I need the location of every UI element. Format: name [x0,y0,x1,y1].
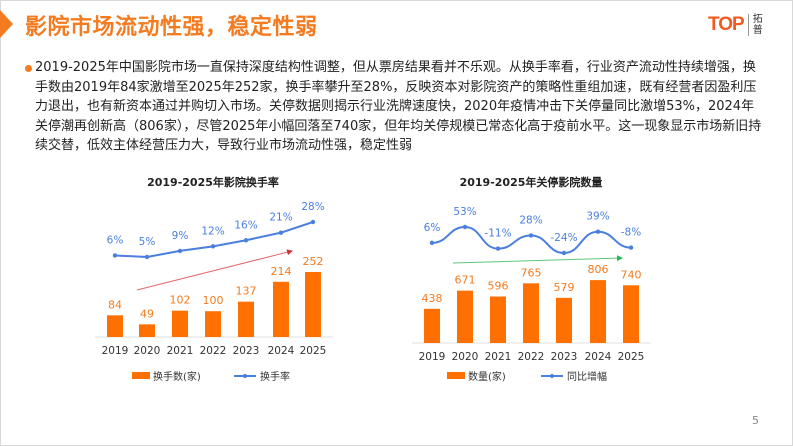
line-label: 9% [172,230,189,242]
line-label: 53% [453,206,476,218]
bar-label: 765 [521,266,542,279]
bar-label: 438 [422,292,443,305]
line-point [210,244,216,249]
bar-label: 252 [303,255,324,268]
line-label: 12% [201,225,224,237]
trend-arrow [452,255,623,264]
x-tick-label: 2023 [551,351,578,363]
line-label: -24% [550,232,577,244]
logo-cn: 拓普 [752,14,763,36]
line-point [595,229,601,234]
summary-paragraph: 2019-2025年中国影院市场一直保持深度结构性调整，但从票房结果看并不乐观。… [35,60,762,154]
line-label: 6% [107,234,124,246]
bar-label: 740 [621,268,642,281]
legend-bar-label: 数量(家) [468,370,506,383]
line-label: -11% [484,228,511,240]
legend-bar-swatch [447,372,465,379]
trend-arrow [136,249,293,291]
bar [623,285,639,343]
bar [523,283,539,343]
bar-label: 84 [108,298,122,311]
bar [107,315,123,337]
title-marker-icon [0,10,13,38]
legend-line-marker [550,374,554,378]
line-point [310,219,316,225]
line-label: 39% [586,211,609,223]
bar [305,271,321,337]
chart-title: 2019-2025年关停影院数量 [460,175,603,189]
line-point [429,240,435,246]
line-label: 21% [269,212,292,224]
bar [139,324,155,337]
bar-label: 596 [488,280,509,293]
bar-label: 100 [203,294,224,307]
logo-text: TOP [708,14,745,35]
legend-line-label: 换手率 [260,370,290,383]
line-label: 28% [301,201,324,213]
line-label: 28% [519,214,542,226]
bar-label: 137 [236,285,257,298]
line-point [628,245,634,250]
x-tick-label: 2021 [167,345,194,357]
line-label: 16% [234,219,257,231]
x-tick-label: 2019 [102,345,129,357]
bar [556,297,572,343]
bullet-icon [25,65,32,72]
x-tick-label: 2022 [200,345,227,357]
logo: TOP 拓普 [708,14,764,36]
x-tick-label: 2020 [452,351,479,363]
x-tick-label: 2022 [518,351,545,363]
line-point [177,248,183,254]
line-point [495,246,501,251]
line-point [243,238,249,243]
bar-label: 671 [455,274,476,287]
bar [490,296,506,343]
page-number: 5 [752,414,759,427]
bar-label: 579 [554,281,575,294]
line-label: 5% [139,236,156,248]
legend-bar-swatch [132,372,150,379]
x-tick-label: 2021 [485,351,512,363]
chart-title: 2019-2025年影院换手率 [147,175,279,189]
line-point [112,253,118,258]
x-tick-label: 2025 [618,351,645,363]
x-tick-label: 2019 [419,351,446,363]
bar [424,308,440,343]
x-tick-label: 2020 [134,345,161,357]
x-tick-label: 2024 [585,351,612,363]
bar-label: 214 [271,265,292,278]
bar-label: 102 [170,294,191,307]
line-point [561,250,567,256]
legend-bar-label: 换手数(家) [153,370,201,383]
x-tick-label: 2023 [233,345,260,357]
bar [457,290,473,343]
legend-line-marker [243,374,247,378]
bar [590,280,606,343]
bar-label: 49 [140,307,154,320]
line-point [528,233,534,238]
line-point [278,230,284,235]
page-title: 影院市场流动性强，稳定性弱 [25,15,318,40]
bar [238,301,254,337]
legend-line-label: 同比增幅 [567,370,607,383]
x-tick-label: 2025 [300,345,327,357]
x-tick-label: 2024 [268,345,295,357]
logo-divider [747,14,749,36]
bar [172,310,188,337]
bar-label: 806 [588,263,609,276]
bar [273,281,289,337]
line-label: 6% [424,222,441,234]
line-series [431,225,632,255]
bar [205,311,221,337]
line-point [144,254,150,260]
line-label: -8% [621,227,641,239]
line-point [462,224,468,230]
